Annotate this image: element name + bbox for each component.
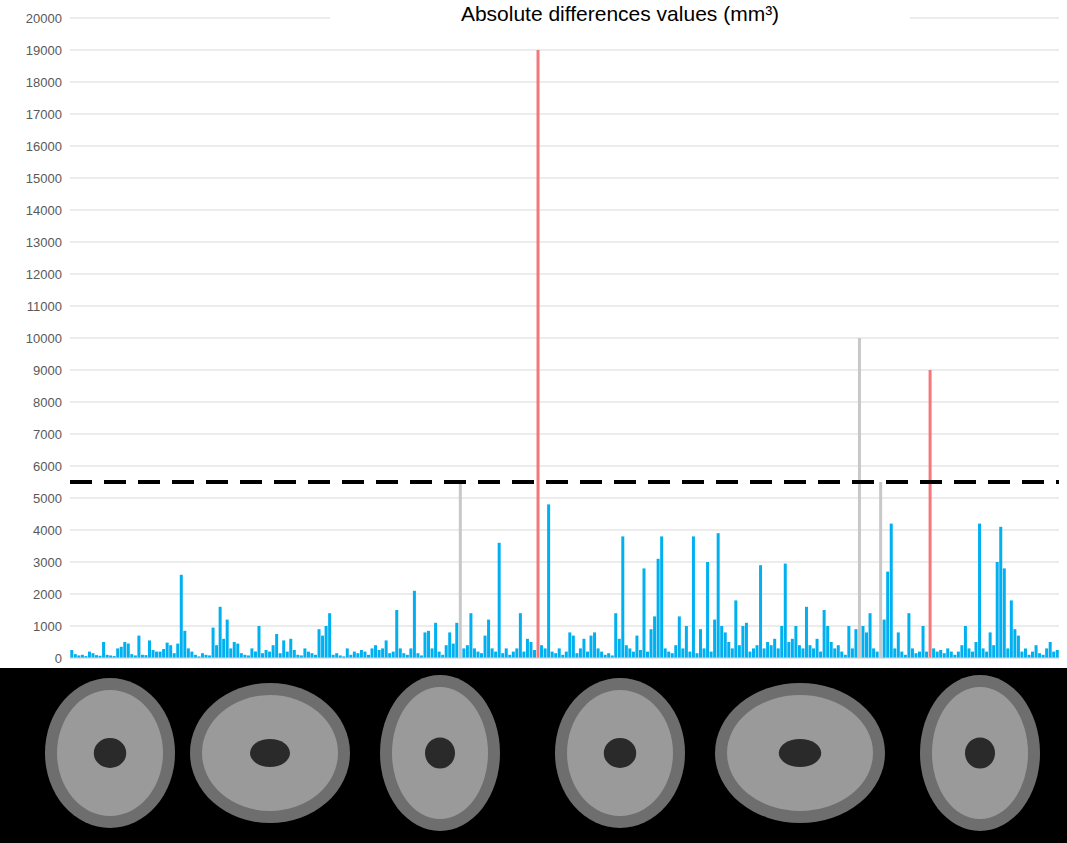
svg-text:13000: 13000 (26, 235, 62, 250)
svg-text:20000: 20000 (26, 11, 62, 26)
svg-text:17000: 17000 (26, 107, 62, 122)
svg-text:8000: 8000 (33, 395, 62, 410)
svg-text:18000: 18000 (26, 75, 62, 90)
svg-text:15000: 15000 (26, 171, 62, 186)
svg-text:7000: 7000 (33, 427, 62, 442)
svg-text:0: 0 (55, 651, 62, 666)
svg-text:9000: 9000 (33, 363, 62, 378)
svg-text:2000: 2000 (33, 587, 62, 602)
svg-text:6000: 6000 (33, 459, 62, 474)
svg-text:12000: 12000 (26, 267, 62, 282)
svg-text:19000: 19000 (26, 43, 62, 58)
svg-text:10000: 10000 (26, 331, 62, 346)
svg-text:3000: 3000 (33, 555, 62, 570)
svg-text:16000: 16000 (26, 139, 62, 154)
svg-text:11000: 11000 (27, 299, 62, 314)
html-text:Absolute differences values (m: Absolute differences values (mm³) (460, 2, 780, 25)
svg-text:1000: 1000 (33, 619, 62, 634)
svg-text:4000: 4000 (33, 523, 62, 538)
svg-text:5000: 5000 (33, 491, 62, 506)
svg-text:14000: 14000 (26, 203, 62, 218)
